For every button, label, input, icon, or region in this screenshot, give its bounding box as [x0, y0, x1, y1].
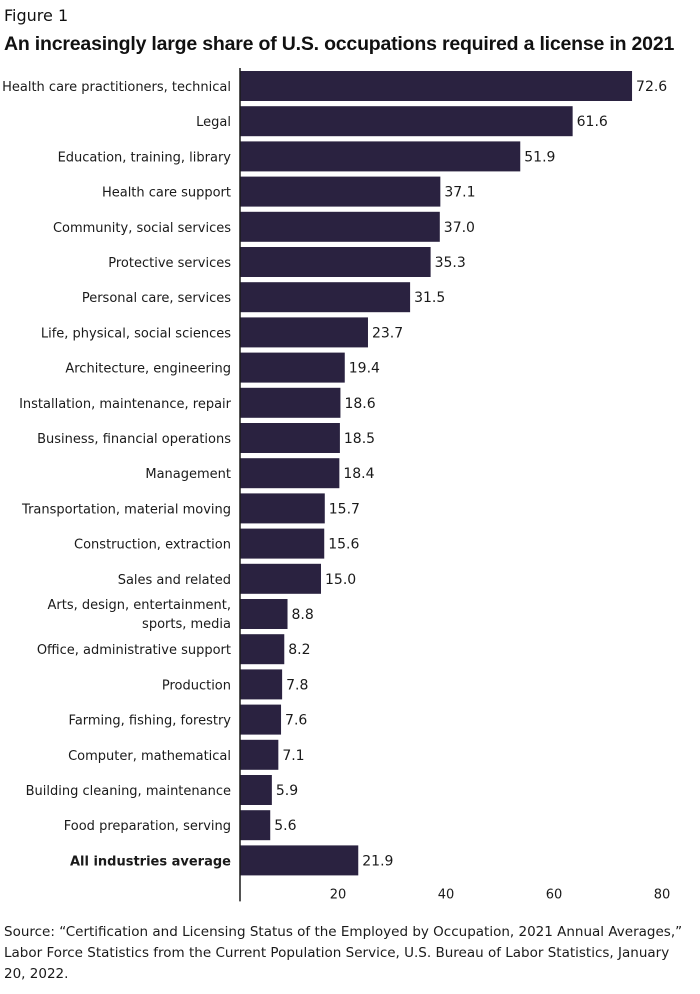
value-label-health-care-practitioners-technical: 72.6: [636, 79, 667, 95]
chart-title: An increasingly large share of U.S. occu…: [4, 33, 675, 55]
bar-legal: [240, 106, 573, 137]
category-label-all-industries-average: All industries average: [70, 854, 231, 869]
category-label-architecture-engineering: Architecture, engineering: [65, 362, 231, 377]
category-label-health-care-support: Health care support: [102, 186, 231, 201]
category-label-business-financial-operations: Business, financial operations: [37, 432, 231, 447]
value-label-food-preparation-serving: 5.6: [274, 818, 296, 834]
value-label-production: 7.8: [286, 677, 308, 693]
category-label-sales-and-related: Sales and related: [118, 573, 231, 588]
bars-group: [240, 71, 633, 876]
bar-health-care-support: [240, 176, 441, 207]
bar-architecture-engineering: [240, 352, 345, 383]
x-axis-ticks-group: 20 40 60 80: [330, 887, 671, 902]
bar-life-physical-social-sciences: [240, 317, 368, 348]
value-label-farming-fishing-forestry: 7.6: [285, 713, 307, 729]
category-label-transportation-material-moving: Transportation, material moving: [21, 502, 231, 517]
value-label-personal-care-services: 31.5: [414, 290, 445, 306]
category-label-computer-mathematical: Computer, mathematical: [68, 749, 231, 764]
x-tick-label-40: 40: [438, 887, 455, 902]
bar-sales-and-related: [240, 563, 321, 594]
bar-transportation-material-moving: [240, 493, 325, 524]
value-label-management: 18.4: [343, 466, 374, 482]
category-label-life-physical-social-sciences: Life, physical, social sciences: [41, 326, 231, 341]
value-label-protective-services: 35.3: [435, 255, 466, 271]
bar-farming-fishing-forestry: [240, 704, 282, 735]
value-label-education-training-library: 51.9: [524, 149, 555, 165]
bar-management: [240, 458, 340, 489]
bar-food-preparation-serving: [240, 810, 271, 841]
value-label-transportation-material-moving: 15.7: [329, 501, 360, 517]
bar-office-administrative-support: [240, 634, 285, 665]
category-label-construction-extraction: Construction, extraction: [74, 538, 231, 553]
x-tick-label-80: 80: [654, 887, 671, 902]
bar-installation-maintenance-repair: [240, 387, 341, 418]
value-labels-group: 72.6 61.6 51.9 37.1 37.0 35.3 31.5 23.7 19.4 18.6…: [274, 79, 667, 869]
category-label-management: Management: [145, 467, 231, 482]
bar-personal-care-services: [240, 282, 411, 313]
category-label-legal: Legal: [196, 115, 231, 130]
bar-education-training-library: [240, 141, 521, 172]
bar-construction-extraction: [240, 528, 325, 559]
category-label-food-preparation-serving: Food preparation, serving: [64, 819, 231, 834]
category-labels-group: Health care practitioners, technical Lega…: [2, 80, 232, 869]
value-label-architecture-engineering: 19.4: [349, 361, 380, 377]
x-tick-label-60: 60: [546, 887, 563, 902]
category-label-community-social-services: Community, social services: [53, 221, 231, 236]
category-label-protective-services: Protective services: [108, 256, 231, 271]
category-label-education-training-library: Education, training, library: [58, 150, 232, 165]
bar-health-care-practitioners-technical: [240, 71, 633, 101]
bar-building-cleaning-maintenance: [240, 775, 272, 805]
source-note: Source: “Certification and Licensing Sta…: [4, 924, 683, 982]
category-label-health-care-practitioners-technical: Health care practitioners, technical: [2, 80, 231, 95]
bar-production: [240, 669, 283, 700]
value-label-computer-mathematical: 7.1: [282, 748, 304, 764]
value-label-community-social-services: 37.0: [444, 220, 475, 236]
value-label-construction-extraction: 15.6: [328, 537, 359, 553]
value-label-building-cleaning-maintenance: 5.9: [276, 783, 298, 799]
value-label-office-administrative-support: 8.2: [288, 642, 310, 658]
value-label-all-industries-average: 21.9: [362, 853, 393, 869]
value-label-business-financial-operations: 18.5: [344, 431, 375, 447]
bar-chart: Health care practitioners, technical Lega…: [2, 68, 671, 902]
bar-all-industries-average: [240, 845, 359, 876]
category-label-office-administrative-support: Office, administrative support: [37, 643, 231, 658]
value-label-life-physical-social-sciences: 23.7: [372, 325, 403, 341]
bar-community-social-services: [240, 211, 440, 242]
x-tick-label-20: 20: [330, 887, 347, 902]
bar-business-financial-operations: [240, 423, 340, 453]
value-label-installation-maintenance-repair: 18.6: [344, 396, 375, 412]
category-label-building-cleaning-maintenance: Building cleaning, maintenance: [26, 784, 231, 799]
value-label-sales-and-related: 15.0: [325, 572, 356, 588]
bar-arts-design-entertainment-sports-media: [240, 599, 288, 629]
value-label-arts-design-entertainment-sports-media: 8.8: [292, 607, 314, 623]
value-label-health-care-support: 37.1: [444, 185, 475, 201]
category-label-farming-fishing-forestry: Farming, fishing, forestry: [69, 714, 232, 729]
bar-computer-mathematical: [240, 739, 279, 770]
bar-protective-services: [240, 247, 431, 277]
figure-label: Figure 1: [4, 6, 69, 25]
category-label-installation-maintenance-repair: Installation, maintenance, repair: [19, 397, 232, 412]
value-label-legal: 61.6: [577, 114, 608, 130]
category-label-personal-care-services: Personal care, services: [82, 291, 231, 306]
category-label-production: Production: [162, 678, 231, 693]
category-label-arts-design-entertainment-sports-media: Arts, design, entertainment, sports, medi…: [48, 598, 232, 632]
